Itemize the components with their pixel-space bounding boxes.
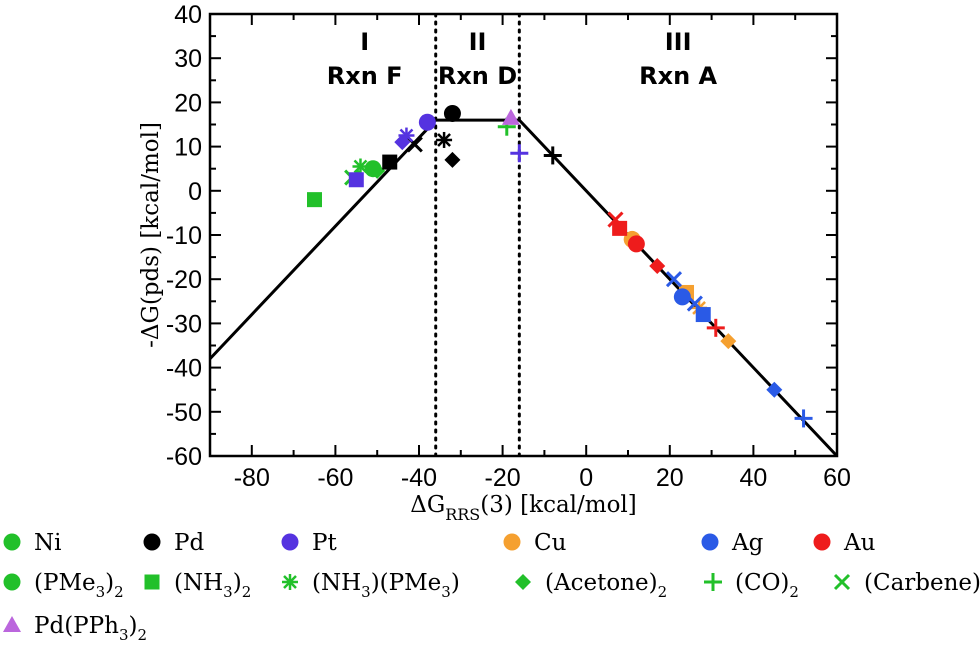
legend-label: (NH3)(PMe3): [312, 570, 460, 601]
x-tick-label: 60: [823, 464, 851, 492]
legend-item: Ag: [701, 530, 764, 556]
data-point: [794, 409, 813, 428]
legend-marker: [701, 533, 719, 551]
data-point: [369, 162, 386, 179]
data-point: [443, 104, 461, 122]
legend-item: Ni: [3, 530, 61, 556]
data-point: [607, 211, 624, 228]
legend-label: Pd(PPh3)2: [34, 613, 147, 644]
data-point: [720, 333, 737, 350]
data-point: [307, 192, 322, 208]
plot-area: I Rxn F II Rxn D III Rxn A: [210, 14, 837, 456]
x-tick-label: -80: [234, 464, 270, 492]
x-tick-label: 40: [739, 464, 767, 492]
region-roman-label: III: [665, 28, 692, 56]
data-point: [382, 154, 398, 170]
legend-label: (PMe3)2: [34, 570, 124, 601]
axes: -80 -60 -40 -20 0 20 40 60 -60 -50 -40 -30 -20 -10 0 10…: [138, 1, 851, 524]
y-tick-label: -20: [166, 266, 202, 294]
data-point: [510, 144, 529, 163]
legend-item: (Acetone)2: [515, 570, 667, 601]
legend-item: (NH3)2: [144, 570, 251, 601]
x-tick-label: -40: [401, 464, 437, 492]
legend-marker: [503, 533, 521, 551]
legend-label: Pt: [312, 530, 337, 556]
x-tick-label: 20: [656, 464, 684, 492]
legend-label: Ag: [731, 530, 764, 556]
region-roman-label: II: [469, 28, 487, 56]
legend-item: (Carbene)2: [833, 570, 980, 601]
legend-label: (Acetone)2: [545, 570, 667, 601]
legend-marker: [813, 533, 831, 551]
y-tick-label: -60: [166, 443, 202, 471]
legend-label: Ni: [34, 530, 61, 556]
legend-marker: [3, 533, 21, 551]
legend-item: (CO)2: [704, 570, 799, 601]
data-point: [418, 113, 436, 131]
legend-marker: [515, 574, 531, 590]
y-axis-title: -ΔG(pds) [kcal/mol]: [138, 122, 164, 348]
data-point: [665, 271, 683, 288]
legend-item: Pt: [281, 530, 337, 556]
volcano-line: [210, 118, 837, 456]
legend-marker: [144, 574, 160, 590]
data-point: [695, 307, 711, 323]
data-point: [543, 146, 562, 165]
x-tick-label: -20: [485, 464, 521, 492]
y-tick-label: -30: [166, 310, 202, 338]
data-point: [706, 318, 725, 337]
legend-label: Cu: [534, 530, 566, 556]
region-rxn-label: Rxn A: [639, 62, 717, 90]
plot-frame: [208, 12, 839, 458]
x-tick-label: 0: [579, 464, 593, 492]
legend-label: (CO)2: [735, 570, 799, 601]
legend-marker: [3, 616, 21, 632]
legend-marker: [833, 573, 851, 591]
y-tick-label: 40: [174, 1, 202, 29]
legend-item: (PMe3)2: [3, 570, 124, 601]
data-point: [686, 295, 703, 312]
legend-marker: [282, 574, 298, 590]
data-point: [348, 172, 364, 188]
data-point: [501, 108, 520, 125]
data-point: [444, 151, 461, 168]
data-point: [649, 257, 666, 274]
legend: Ni Pd Pt Cu Ag Au (PMe3)2 (NH3)2 (NH3)(PMe3) (Ace…: [3, 530, 980, 644]
y-tick-label: -50: [166, 399, 202, 427]
data-point: [673, 288, 691, 306]
y-tick-label: 0: [188, 178, 202, 206]
data-point: [627, 235, 645, 253]
legend-label: (NH3)2: [174, 570, 251, 601]
plot-content: [210, 14, 837, 456]
y-tick-label: 10: [174, 134, 202, 162]
legend-label: Pd: [174, 530, 204, 556]
legend-item: Pd: [143, 530, 204, 556]
data-point: [612, 220, 628, 236]
region-roman-label: I: [360, 28, 369, 56]
x-tick-label: -60: [317, 464, 353, 492]
y-tick-label: 30: [174, 45, 202, 73]
y-tick-label: -40: [166, 355, 202, 383]
data-point: [766, 381, 783, 398]
legend-marker: [281, 533, 299, 551]
region-rxn-label: Rxn D: [438, 62, 517, 90]
region-rxn-label: Rxn F: [327, 62, 403, 90]
legend-marker: [704, 573, 722, 591]
legend-item: Au: [813, 530, 875, 556]
y-tick-label: 20: [174, 89, 202, 117]
data-point: [394, 134, 411, 151]
data-point: [436, 131, 453, 148]
legend-label: Au: [843, 530, 875, 556]
legend-label: (Carbene)2: [864, 570, 980, 601]
legend-item: Cu: [503, 530, 566, 556]
x-axis-title: ΔGRRS(3) [kcal/mol]: [410, 492, 637, 524]
legend-marker: [3, 573, 21, 591]
legend-marker: [143, 533, 161, 551]
legend-item: Pd(PPh3)2: [3, 613, 147, 644]
legend-item: (NH3)(PMe3): [282, 570, 460, 601]
y-tick-label: -10: [166, 222, 202, 250]
